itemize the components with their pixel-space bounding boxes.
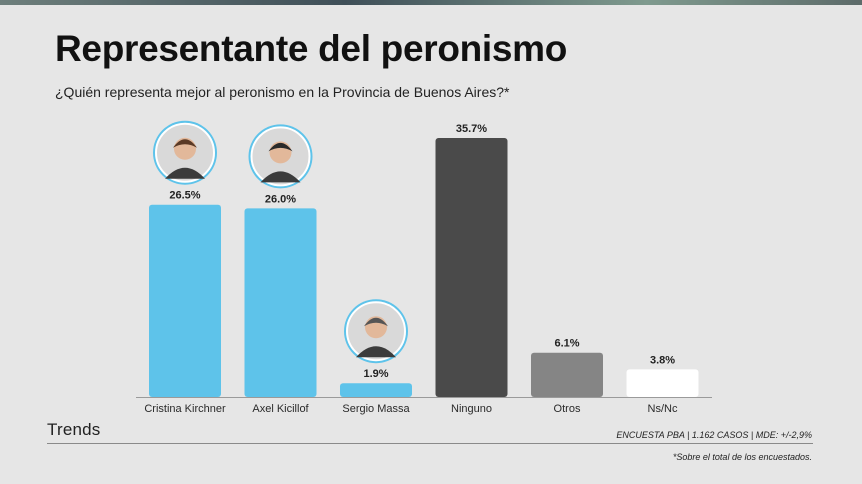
data-label-0: 26.5% [169,190,200,202]
bar-0 [149,204,221,397]
page-subtitle: ¿Quién representa mejor al peronismo en … [55,84,510,100]
footnote: *Sobre el total de los encuestados. [672,452,812,462]
category-label-2: Sergio Massa [342,403,410,415]
survey-source: ENCUESTA PBA | 1.162 CASOS | MDE: +/-2,9… [616,430,812,440]
portrait-avatar-0 [153,120,217,185]
data-label-4: 6.1% [554,338,579,350]
category-label-0: Cristina Kirchner [144,403,226,415]
category-label-3: Ninguno [451,403,492,415]
category-label-4: Otros [554,403,581,415]
bar-3 [435,138,508,397]
data-label-5: 3.8% [650,354,675,366]
bar-4 [531,352,603,397]
bar-5 [626,369,699,397]
category-label-5: Ns/Nc [648,403,678,415]
bar-1 [244,208,317,397]
data-label-1: 26.0% [265,193,296,205]
portrait-avatar-2 [344,299,408,364]
top-strip [0,0,862,5]
page-title: Representante del peronismo [55,28,568,69]
data-label-3: 35.7% [456,123,487,135]
brand-logo: Trends [47,420,101,439]
data-label-2: 1.9% [363,368,388,380]
category-label-1: Axel Kicillof [252,403,309,415]
bar-2 [340,383,412,397]
portrait-avatar-1 [248,124,313,189]
footer-divider [47,443,813,444]
